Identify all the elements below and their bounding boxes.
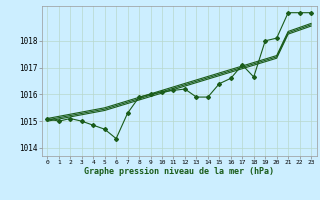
X-axis label: Graphe pression niveau de la mer (hPa): Graphe pression niveau de la mer (hPa) [84, 167, 274, 176]
